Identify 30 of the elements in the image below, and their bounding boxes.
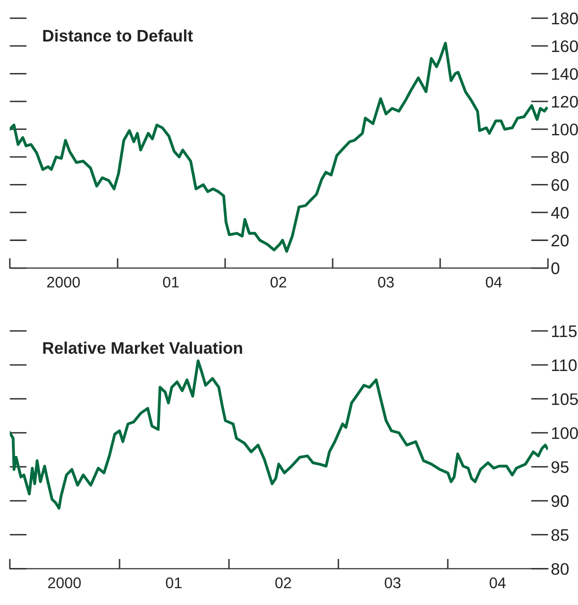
y-tick-label: 180 xyxy=(552,12,578,24)
y-tick-label: 40 xyxy=(551,206,569,219)
x-tick-label: 01 xyxy=(163,276,179,288)
chart-title: Relative Market Valuation xyxy=(43,342,242,354)
x-tick-label: 01 xyxy=(166,577,182,588)
y-tick-label: 100 xyxy=(552,124,578,136)
y-tick-label: 140 xyxy=(552,68,578,80)
y-tick-label: 105 xyxy=(552,393,578,406)
x-tick-label: 03 xyxy=(378,276,394,288)
y-tick-label: 95 xyxy=(552,461,569,474)
y-tick-label: 110 xyxy=(552,359,577,372)
y-tick-label: 85 xyxy=(551,529,569,541)
text: Distance to Default xyxy=(43,29,193,42)
y-tick-label: 0 xyxy=(551,262,560,274)
y-tick-label: 115 xyxy=(552,326,577,338)
x-tick-label: 02 xyxy=(270,276,286,288)
x-tick-label: 02 xyxy=(275,577,291,588)
y-tick-label: 100 xyxy=(552,427,578,440)
y-tick-label: 90 xyxy=(552,495,569,507)
y-tick-label: 60 xyxy=(552,179,569,191)
x-tick-label: 2000 xyxy=(47,276,80,288)
x-tick-label: 04 xyxy=(490,577,506,588)
y-tick-label: 80 xyxy=(551,563,569,575)
x-tick-label: 2000 xyxy=(48,577,81,588)
x-tick-label: 03 xyxy=(384,577,400,588)
y-tick-label: 20 xyxy=(552,234,569,246)
x-tick-label: 04 xyxy=(486,276,502,288)
y-tick-label: 120 xyxy=(552,96,578,108)
y-tick-label: 80 xyxy=(551,151,569,164)
y-tick-label: 160 xyxy=(552,40,578,52)
